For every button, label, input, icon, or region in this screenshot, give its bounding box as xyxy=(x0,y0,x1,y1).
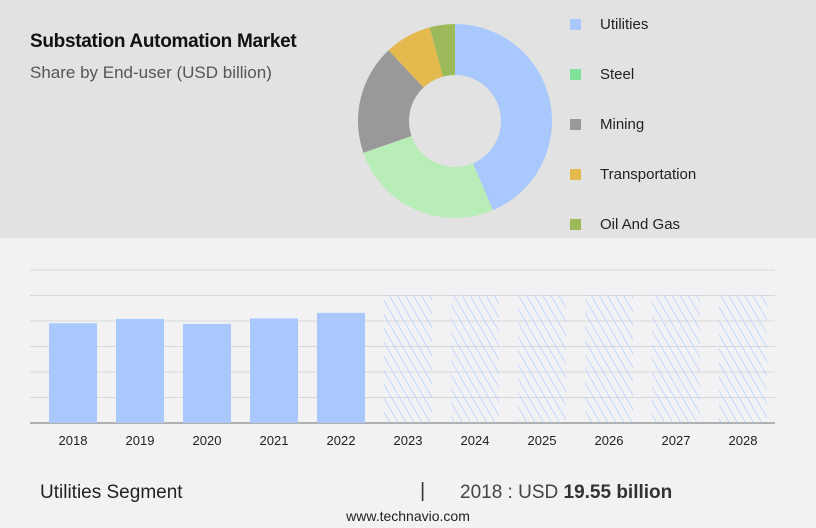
legend-label: Mining xyxy=(600,115,645,133)
legend-label: Oil And Gas xyxy=(600,215,681,233)
forecast-bar-2028 xyxy=(719,295,767,423)
x-tick-label: 2021 xyxy=(260,433,289,448)
separator: | xyxy=(420,480,426,502)
x-tick-label: 2025 xyxy=(528,433,557,448)
donut-slice-utilities xyxy=(455,24,552,211)
segment-label: Utilities Segment xyxy=(40,482,183,503)
x-tick-label: 2019 xyxy=(126,433,155,448)
donut-slice-mining xyxy=(357,50,424,153)
donut-slice-oil-and-gas xyxy=(429,24,455,77)
value-text: 19.55 billion xyxy=(563,482,673,503)
bar-2018 xyxy=(49,323,97,423)
chart-title: Substation Automation Market xyxy=(30,31,297,52)
forecast-bar-2024 xyxy=(451,295,499,423)
x-tick-label: 2022 xyxy=(327,433,356,448)
x-tick-label: 2026 xyxy=(595,433,624,448)
bar-series xyxy=(49,295,767,423)
forecast-bar-2025 xyxy=(518,295,566,423)
legend-item: Oil And Gas xyxy=(570,214,680,234)
forecast-bar-2023 xyxy=(384,295,432,423)
x-tick-label: 2023 xyxy=(394,433,423,448)
x-axis-ticks: 2018 2019 2020 2021 2022 2023 2024 2025 2026 2027… xyxy=(59,433,758,448)
bar-2021 xyxy=(250,318,298,423)
legend-swatch xyxy=(570,218,581,230)
x-tick-label: 2020 xyxy=(193,433,222,448)
donut-chart xyxy=(357,24,552,218)
chart-subtitle: Share by End-user (USD billion) xyxy=(30,63,272,82)
forecast-bar-2027 xyxy=(652,295,700,423)
website-link[interactable]: www.technavio.com xyxy=(346,508,470,524)
legend-swatch xyxy=(570,18,581,30)
legend-label: Utilities xyxy=(600,15,649,33)
x-tick-label: 2027 xyxy=(662,433,691,448)
bar-2020 xyxy=(183,323,231,423)
segment-value: 2018 : USD 19.55 billion xyxy=(460,482,672,504)
legend-swatch xyxy=(570,118,581,130)
donut-slice-steel xyxy=(363,136,493,218)
donut-slice-transportation xyxy=(388,27,444,88)
legend-swatch xyxy=(570,68,581,80)
legend-item: Steel xyxy=(570,64,634,84)
bar-2019 xyxy=(116,318,164,423)
bar-2022 xyxy=(317,312,365,423)
legend-swatch xyxy=(570,168,581,180)
x-tick-label: 2018 xyxy=(59,433,88,448)
year-label: 2018 : USD xyxy=(460,482,564,503)
legend-label: Steel xyxy=(600,65,635,83)
legend-item: Mining xyxy=(570,114,644,134)
x-tick-label: 2028 xyxy=(729,433,758,448)
x-tick-label: 2024 xyxy=(461,433,490,448)
legend-label: Transportation xyxy=(600,165,697,183)
legend-item: Utilities xyxy=(570,14,648,34)
forecast-bar-2026 xyxy=(585,295,633,423)
legend-item: Transportation xyxy=(570,164,696,184)
